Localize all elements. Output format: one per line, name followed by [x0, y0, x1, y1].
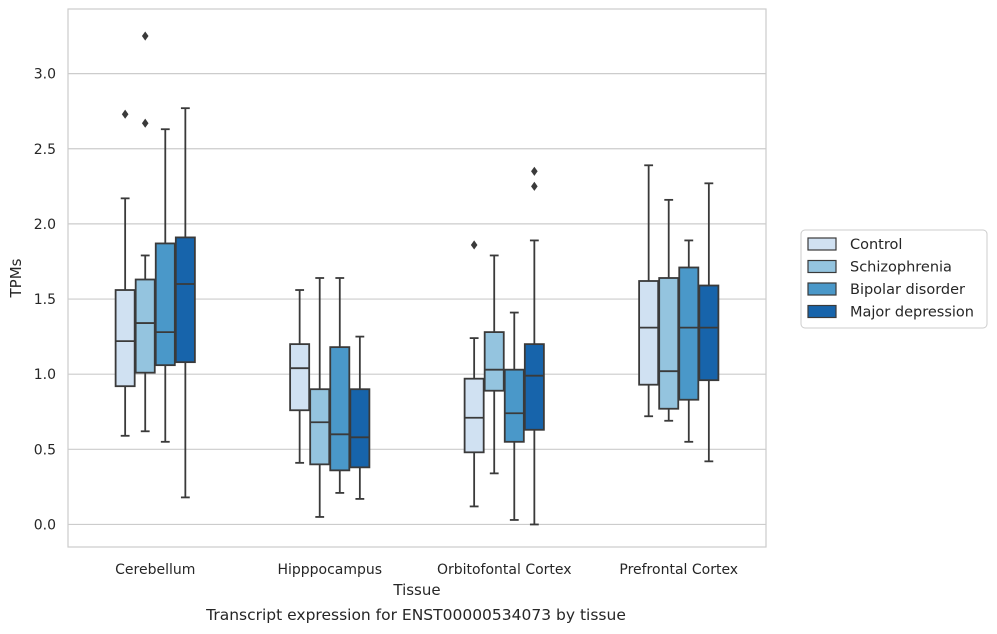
box-iqr: [174, 236, 196, 364]
box-iqr: [289, 343, 311, 412]
box: [638, 164, 660, 418]
legend-frame: [800, 229, 988, 329]
y-tick-label: 2.5: [34, 142, 56, 158]
box: [463, 240, 485, 508]
box: [174, 107, 196, 499]
outlier-point: [531, 181, 538, 191]
outlier-point: [121, 109, 129, 119]
box-iqr: [523, 343, 545, 431]
box-iqr: [638, 280, 660, 386]
y-tick-label: 1.0: [34, 367, 56, 383]
y-tick-label: 0.5: [34, 442, 56, 458]
legend-swatch: [807, 259, 837, 274]
box-plot-marks: [114, 31, 720, 526]
y-axis-ticks: 0.0 0.5 1.0 1.5 2.0 2.5 3.0: [34, 67, 56, 534]
figure-caption: Transcript expression for ENST0000053407…: [206, 606, 626, 624]
legend-entry: Major depression: [850, 305, 974, 321]
box-iqr: [349, 388, 371, 469]
box: [309, 277, 331, 518]
box-iqr: [658, 277, 680, 410]
legend-swatch: [807, 282, 837, 296]
box-iqr: [503, 368, 525, 443]
plot-frame: [67, 8, 767, 548]
box: [134, 31, 156, 433]
box: [678, 239, 700, 443]
y-tick-label: 2.0: [34, 217, 56, 233]
box: [503, 311, 525, 521]
box-iqr: [114, 289, 136, 388]
legend-entry: Schizophrenia: [850, 260, 952, 276]
x-tick-label: Orbitofontal Cortex: [437, 562, 572, 578]
box-iqr: [134, 278, 156, 374]
x-axis-label: Tissue: [392, 581, 440, 599]
box-iqr: [309, 388, 331, 466]
y-axis-label: TPMs: [7, 258, 25, 298]
outlier-point: [470, 240, 478, 250]
y-tick-label: 0.0: [34, 517, 56, 533]
box: [154, 128, 176, 443]
outlier-point: [141, 31, 149, 41]
outlier-point: [141, 118, 149, 128]
legend-swatch: [807, 237, 837, 251]
x-axis-ticks: Cerebellum Hipppocampus Orbitofontal Corte…: [115, 562, 738, 578]
box: [289, 289, 311, 464]
box: [483, 254, 505, 475]
box: [114, 109, 136, 437]
legend-entry: Control: [850, 237, 902, 253]
x-tick-label: Hipppocampus: [277, 562, 382, 578]
y-tick-label: 1.5: [34, 292, 56, 308]
outlier-point: [531, 166, 538, 176]
box-iqr: [483, 331, 505, 392]
box-iqr: [154, 242, 176, 367]
box: [523, 166, 545, 526]
box: [658, 198, 680, 422]
legend-entry: Bipolar disorder: [850, 282, 965, 298]
box: [698, 182, 720, 463]
legend: Control Schizophrenia Bipolar disorder Majo…: [800, 229, 988, 329]
x-tick-label: Prefrontal Cortex: [619, 562, 738, 578]
box: [329, 277, 351, 494]
box-iqr: [678, 266, 700, 401]
legend-swatch: [807, 304, 837, 319]
y-tick-label: 3.0: [34, 67, 56, 83]
box-iqr: [463, 377, 485, 454]
box-iqr: [329, 346, 351, 472]
box: [349, 335, 371, 500]
x-tick-label: Cerebellum: [115, 562, 195, 578]
box-iqr: [698, 284, 720, 382]
